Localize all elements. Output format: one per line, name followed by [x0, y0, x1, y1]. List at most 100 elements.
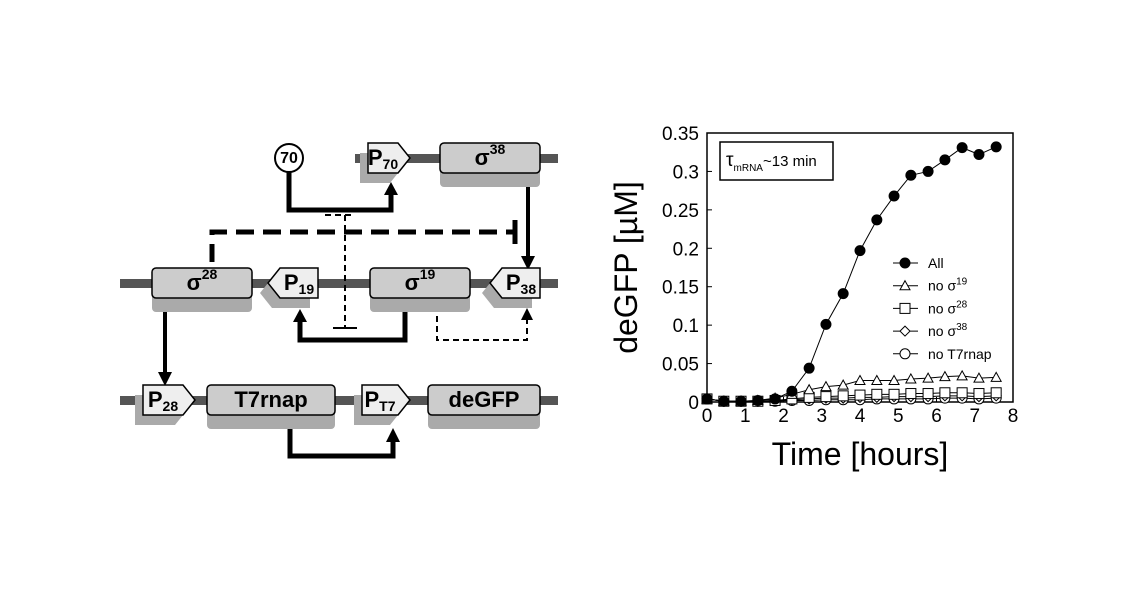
x-tick-label: 6: [931, 406, 942, 427]
legend-label: no σ28: [928, 299, 968, 316]
y-axis-label: deGFP [µM]: [608, 181, 644, 354]
legend-marker: [899, 348, 911, 360]
marker: [888, 190, 900, 202]
gene-label: P38: [506, 270, 536, 297]
annotation-sub: mRNA: [734, 163, 764, 174]
promoter: [142, 384, 196, 416]
x-axis-label: Time [hours]: [772, 436, 949, 472]
gene-text: deGFP: [449, 387, 520, 412]
marker: [735, 395, 747, 407]
gene-text: P: [364, 387, 379, 412]
legend-marker: [899, 325, 911, 337]
marker: [990, 141, 1002, 153]
gene-sup: 38: [490, 141, 506, 157]
gene-box: [439, 142, 541, 174]
x-tick-label: 0: [702, 406, 713, 427]
legend-marker: [899, 302, 911, 314]
gene-label: deGFP: [449, 387, 520, 412]
marker: [820, 380, 832, 392]
legend-sup: 28: [956, 299, 968, 310]
gene-text: P: [368, 145, 383, 170]
x-tick-label: 5: [893, 406, 904, 427]
promoter: [367, 142, 411, 174]
marker: [820, 318, 832, 330]
annotation-box: [719, 141, 834, 181]
marker: [905, 388, 917, 400]
marker: [888, 388, 900, 400]
gene-label: P19: [284, 270, 314, 297]
marker: [973, 388, 985, 400]
marker: [939, 387, 951, 399]
gene-box: [206, 384, 336, 416]
x-tick-label: 8: [1008, 406, 1019, 427]
gene-label: P70: [368, 145, 398, 172]
marker: [888, 374, 900, 385]
gene-sub: 19: [299, 281, 315, 297]
x-tick-label: 4: [855, 406, 866, 427]
x-tick-label: 7: [969, 406, 980, 427]
legend-label: no T7rnap: [928, 346, 992, 362]
gene-sup: 28: [202, 266, 218, 282]
legend-sup: 38: [956, 322, 968, 333]
marker: [854, 374, 866, 385]
marker: [837, 390, 849, 402]
gene-sub: 70: [383, 156, 399, 172]
legend-marker: [899, 257, 911, 269]
y-tick-label: 0.25: [662, 201, 699, 222]
marker: [870, 374, 883, 385]
marker: [837, 379, 850, 390]
marker: [956, 387, 968, 399]
marker: [769, 393, 781, 405]
marker: [905, 372, 917, 384]
y-tick-label: 0: [688, 393, 699, 414]
gene-box: [369, 267, 471, 299]
marker: [922, 165, 934, 177]
gene-text: P: [148, 387, 163, 412]
legend-name: no σ: [928, 323, 956, 339]
y-tick-label: 0.1: [673, 316, 699, 337]
marker: [854, 389, 866, 401]
chart: 0 1 2 3 4 5 6 7 8 0 0.05 0.1 0.15 0.2 0.25 0.3 0.35 Time …: [608, 124, 1018, 472]
y-tick-label: 0.15: [662, 278, 699, 299]
gene-text: T7rnap: [234, 387, 307, 412]
marker: [752, 394, 764, 406]
marker: [956, 142, 968, 154]
gene-sub: 28: [163, 398, 179, 414]
series-line: [706, 146, 997, 402]
gene-label: P28: [148, 387, 178, 414]
marker: [786, 385, 798, 397]
gene-sup: 19: [420, 266, 436, 282]
y-tick-label: 0.35: [662, 124, 699, 145]
gene-label: PT7: [364, 387, 395, 414]
gene-text: σ: [187, 270, 202, 295]
marker: [803, 383, 815, 395]
y-tick-label: 0.05: [662, 355, 699, 376]
gene-text: P: [506, 270, 521, 295]
legend-label: All: [928, 255, 944, 271]
gene-label: σ19: [405, 266, 436, 295]
marker: [905, 169, 917, 181]
legend-sup: 19: [956, 277, 968, 288]
marker: [922, 388, 934, 400]
gene-label: σ28: [187, 266, 218, 295]
marker: [871, 214, 883, 226]
marker: [803, 362, 815, 374]
gene-text: σ: [405, 270, 420, 295]
gene-sub: T7: [379, 398, 396, 414]
marker: [854, 245, 866, 257]
marker: [990, 387, 1002, 399]
gene-box: [151, 267, 253, 299]
marker: [820, 391, 832, 403]
marker: [939, 370, 951, 382]
x-tick-label: 3: [816, 406, 827, 427]
marker: [956, 369, 968, 381]
legend-marker: [899, 279, 911, 291]
y-tick-label: 0.2: [673, 239, 699, 260]
marker: [922, 372, 934, 383]
legend-name: All: [928, 255, 944, 271]
legend-name: no σ: [928, 278, 956, 294]
legend-label: no σ19: [928, 277, 968, 294]
gene-text: P: [284, 270, 299, 295]
